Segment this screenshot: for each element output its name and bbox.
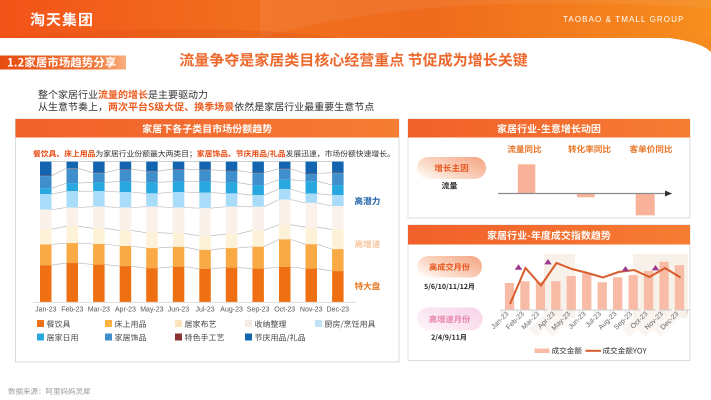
svg-text:Jan-23: Jan-23 [35, 307, 57, 314]
svg-text:Jun-23: Jun-23 [168, 307, 190, 314]
svg-text:Feb-23: Feb-23 [61, 307, 83, 314]
svg-text:Sep-23: Sep-23 [247, 307, 270, 314]
svg-text:Oct-23: Oct-23 [274, 307, 295, 314]
svg-text:Mar-23: Mar-23 [88, 307, 110, 314]
svg-text:Apr-23: Apr-23 [115, 307, 136, 314]
svg-text:May-23: May-23 [140, 307, 163, 314]
svg-text:Aug-23: Aug-23 [220, 307, 243, 314]
svg-text:Jul-23: Jul-23 [196, 307, 215, 314]
svg-text:Dec-23: Dec-23 [327, 307, 350, 314]
svg-text:Nov-23: Nov-23 [300, 307, 323, 314]
svg-text:TAOBAO & TMALL GROUP: TAOBAO & TMALL GROUP [563, 15, 684, 24]
